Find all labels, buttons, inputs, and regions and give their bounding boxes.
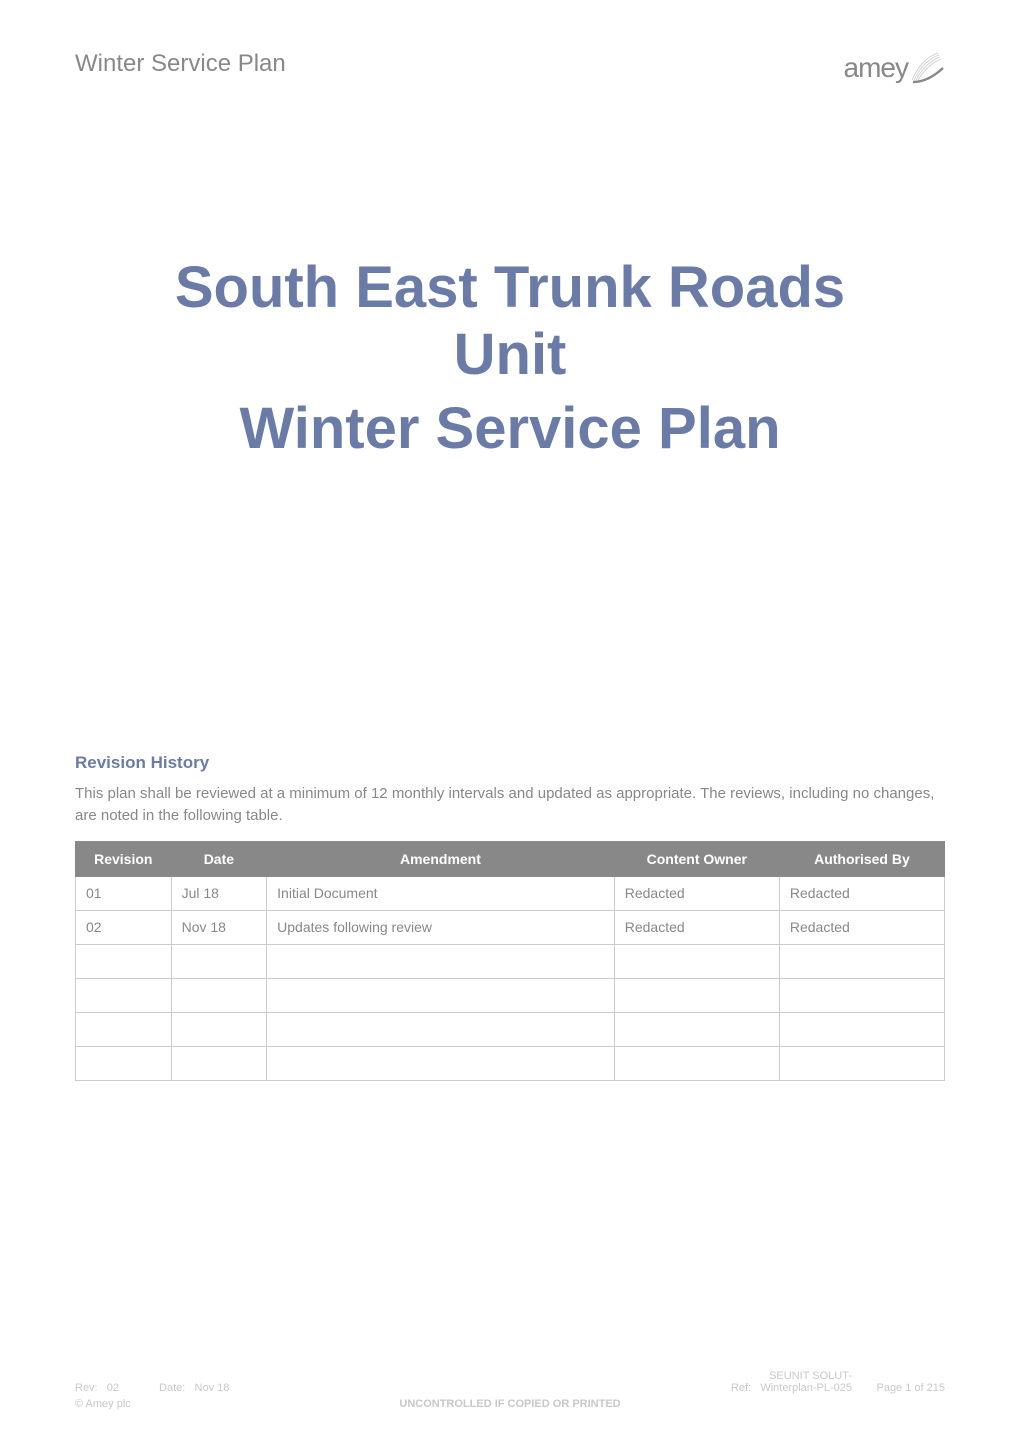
col-header-date: Date xyxy=(171,841,267,876)
footer-copyright: © Amey plc xyxy=(75,1398,131,1410)
logo-text: amey xyxy=(844,52,908,84)
cell-revision xyxy=(76,1046,172,1080)
cell-revision xyxy=(76,978,172,1012)
cell-revision xyxy=(76,1012,172,1046)
title-line-3: Winter Service Plan xyxy=(75,396,945,463)
cell-auth xyxy=(779,1012,944,1046)
cell-auth xyxy=(779,944,944,978)
cell-date xyxy=(171,978,267,1012)
cell-date xyxy=(171,944,267,978)
table-row: 02 Nov 18 Updates following review Redac… xyxy=(76,910,945,944)
cell-owner xyxy=(614,978,779,1012)
table-row xyxy=(76,1046,945,1080)
col-header-revision: Revision xyxy=(76,841,172,876)
revision-table: Revision Date Amendment Content Owner Au… xyxy=(75,841,945,1081)
footer-row-2: © Amey plc UNCONTROLLED IF COPIED OR PRI… xyxy=(75,1398,945,1410)
revision-history-section: Revision History This plan shall be revi… xyxy=(75,753,945,1081)
footer-uncontrolled-notice: UNCONTROLLED IF COPIED OR PRINTED xyxy=(399,1398,620,1410)
cell-revision: 01 xyxy=(76,876,172,910)
cell-date xyxy=(171,1046,267,1080)
revision-heading: Revision History xyxy=(75,753,945,773)
table-header-row: Revision Date Amendment Content Owner Au… xyxy=(76,841,945,876)
cell-auth: Redacted xyxy=(779,910,944,944)
cell-owner xyxy=(614,944,779,978)
title-line-1: South East Trunk Roads xyxy=(75,255,945,322)
cell-auth xyxy=(779,978,944,1012)
cell-owner: Redacted xyxy=(614,910,779,944)
cell-owner xyxy=(614,1046,779,1080)
cell-amendment xyxy=(267,944,615,978)
cell-owner: Redacted xyxy=(614,876,779,910)
header-title: Winter Service Plan xyxy=(75,50,286,78)
footer-rev: Rev: 02 xyxy=(75,1382,119,1394)
footer-page-number: Page 1 of 215 xyxy=(876,1382,945,1394)
table-row: 01 Jul 18 Initial Document Redacted Reda… xyxy=(76,876,945,910)
revision-description: This plan shall be reviewed at a minimum… xyxy=(75,783,945,827)
title-line-2: Unit xyxy=(75,322,945,389)
col-header-owner: Content Owner xyxy=(614,841,779,876)
cell-revision: 02 xyxy=(76,910,172,944)
document-main-title: South East Trunk Roads Unit Winter Servi… xyxy=(75,255,945,463)
page-header: Winter Service Plan amey xyxy=(75,50,945,85)
company-logo: amey xyxy=(844,50,945,85)
footer-left: Rev: 02 Date: Nov 18 xyxy=(75,1382,229,1394)
col-header-authorised: Authorised By xyxy=(779,841,944,876)
cell-amendment: Updates following review xyxy=(267,910,615,944)
cell-date: Nov 18 xyxy=(171,910,267,944)
cell-amendment: Initial Document xyxy=(267,876,615,910)
col-header-amendment: Amendment xyxy=(267,841,615,876)
cell-amendment xyxy=(267,1012,615,1046)
cell-auth xyxy=(779,1046,944,1080)
page-footer: Rev: 02 Date: Nov 18 Ref: SEUNIT SOLUT- … xyxy=(75,1370,945,1410)
cell-owner xyxy=(614,1012,779,1046)
logo-swoosh-icon xyxy=(910,50,945,85)
cell-amendment xyxy=(267,1046,615,1080)
footer-date: Date: Nov 18 xyxy=(159,1382,229,1394)
table-row xyxy=(76,944,945,978)
table-row xyxy=(76,978,945,1012)
table-row xyxy=(76,1012,945,1046)
cell-date xyxy=(171,1012,267,1046)
cell-date: Jul 18 xyxy=(171,876,267,910)
cell-amendment xyxy=(267,978,615,1012)
footer-row-1: Rev: 02 Date: Nov 18 Ref: SEUNIT SOLUT- … xyxy=(75,1370,945,1394)
cell-auth: Redacted xyxy=(779,876,944,910)
footer-ref-block: Ref: SEUNIT SOLUT- Winterplan-PL-025 Pag… xyxy=(731,1370,945,1394)
cell-revision xyxy=(76,944,172,978)
